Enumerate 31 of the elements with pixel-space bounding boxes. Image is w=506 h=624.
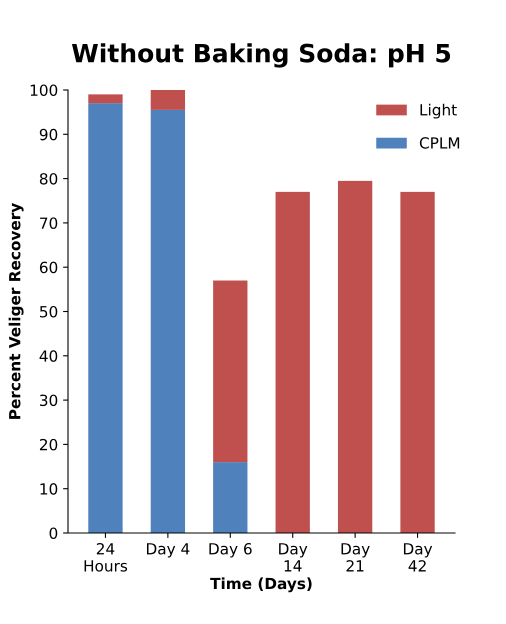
bar — [400, 192, 435, 533]
x-tick-label: Day 21 — [342, 543, 370, 572]
y-tick-label: 40 — [40, 350, 58, 362]
bar — [150, 110, 186, 533]
chart-title: Without Baking Soda: pH 5 — [72, 43, 450, 68]
y-tick-label: 0 — [50, 527, 58, 540]
bar — [338, 180, 372, 533]
x-tick-label: Day 14 — [279, 543, 308, 572]
y-tick-label: 10 — [40, 483, 58, 495]
y-tick-label: 30 — [40, 394, 58, 406]
legend-label: CPLM — [420, 137, 460, 149]
x-tick-label: 24 Hours — [84, 542, 128, 572]
y-axis-title: Percent Veliger Recovery — [8, 203, 24, 419]
y-tick-label: 60 — [40, 262, 58, 274]
bar — [150, 90, 186, 110]
x-tick-label: Day 42 — [404, 543, 432, 572]
y-tick-label: 80 — [40, 173, 58, 185]
x-axis-title: Time (Days) — [210, 577, 312, 592]
bar — [213, 462, 248, 533]
y-tick-label: 100 — [30, 84, 58, 96]
y-tick-label: 20 — [40, 438, 58, 450]
x-tick-label: Day 4 — [147, 543, 190, 558]
bar — [88, 103, 123, 533]
y-tick-label: 70 — [40, 217, 58, 229]
bar — [276, 192, 310, 533]
bar — [213, 280, 248, 462]
bar — [88, 94, 123, 104]
x-tick-label: Day 6 — [209, 542, 252, 558]
y-tick-label: 90 — [40, 128, 58, 140]
y-tick-label: 50 — [40, 306, 58, 318]
legend-label: Light — [420, 104, 457, 119]
